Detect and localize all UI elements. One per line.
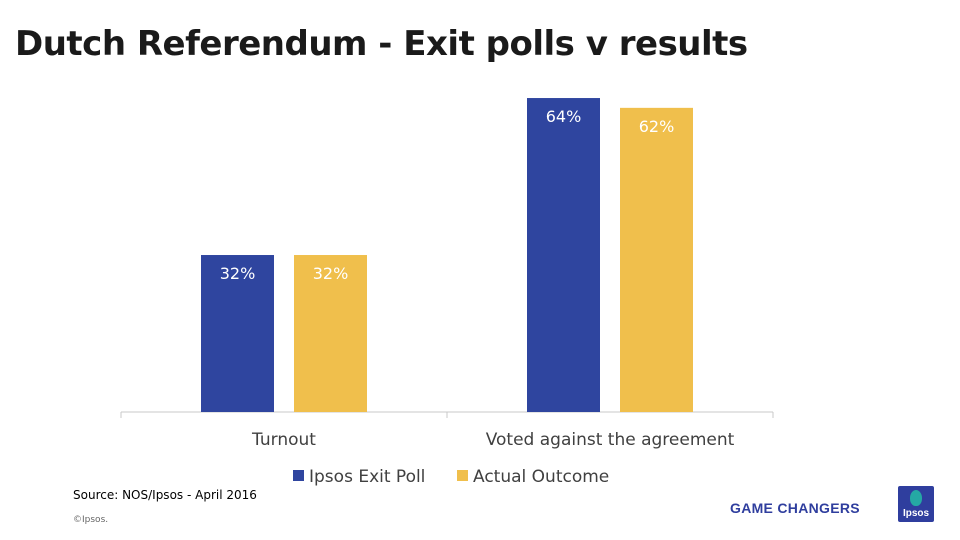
bar-exit-poll <box>201 255 274 412</box>
bar-data-label: 32% <box>220 264 256 283</box>
bar-data-label: 32% <box>313 264 349 283</box>
bar-data-label: 62% <box>639 117 675 136</box>
category-label: Voted against the agreement <box>486 430 735 450</box>
legend-swatch <box>293 470 304 481</box>
bar-actual-outcome <box>294 255 367 412</box>
legend-label: Ipsos Exit Poll <box>309 467 425 487</box>
bar-actual-outcome <box>620 107 693 413</box>
source-note: Source: NOS/Ipsos - April 2016 <box>73 488 257 502</box>
copyright-note: ©Ipsos. <box>73 515 109 525</box>
chart-title: Dutch Referendum - Exit polls v results <box>15 24 748 64</box>
ipsos-logo-text: Ipsos <box>902 508 930 519</box>
ipsos-logo-mark-icon <box>910 490 922 506</box>
legend-label: Actual Outcome <box>473 467 609 487</box>
category-label: Turnout <box>251 430 316 450</box>
legend-swatch <box>457 470 468 481</box>
bar-exit-poll <box>527 98 600 412</box>
bar-data-label: 64% <box>546 107 582 126</box>
game-changers-tagline: GAME CHANGERS <box>730 500 860 516</box>
ipsos-logo: Ipsos <box>898 486 934 522</box>
